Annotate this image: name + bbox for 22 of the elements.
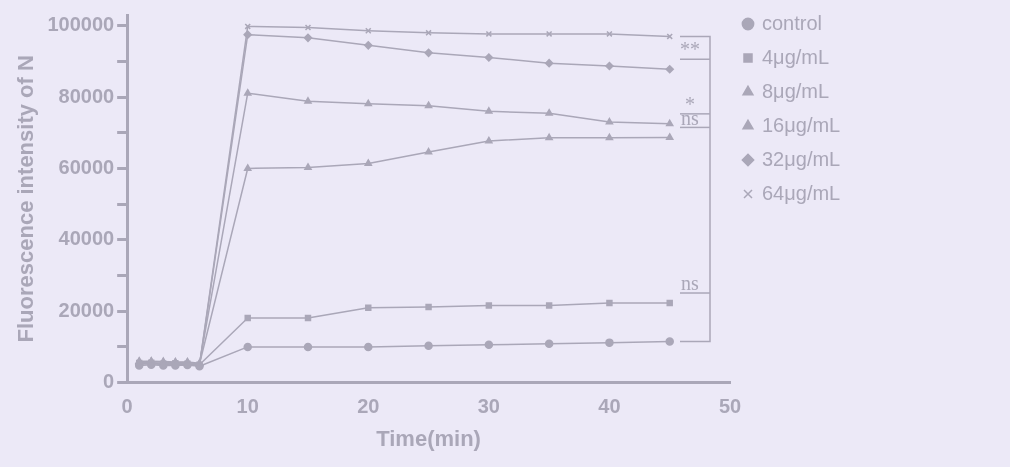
x-tick-label: 50 (718, 395, 742, 418)
x-tick-label: 0 (121, 395, 133, 418)
x-axis-title: Time(min) (376, 425, 481, 451)
y-tick-label: 20000 (58, 298, 115, 321)
legend-label: control (762, 11, 823, 34)
annotation: ns (681, 272, 700, 295)
y-tick-label: 40000 (58, 227, 115, 250)
x-tick-label: 20 (357, 395, 380, 418)
y-axis-title: Fluorescence intensity of N (13, 55, 39, 343)
x-tick-label: 30 (477, 395, 500, 418)
x-tick-label: 40 (598, 395, 621, 418)
legend-label: 16μg/mL (762, 113, 841, 136)
y-tick-label: 60000 (58, 155, 115, 178)
legend-label: 32μg/mL (762, 147, 841, 170)
legend-label: 64μg/mL (762, 181, 841, 204)
x-tick-label: 10 (236, 395, 259, 418)
y-tick-label: 100000 (47, 13, 115, 36)
legend-label: 8μg/mL (762, 79, 830, 102)
legend-label: 4μg/mL (762, 45, 830, 68)
annotation: ** (680, 38, 700, 61)
y-tick-label: 0 (103, 370, 115, 393)
y-tick-label: 80000 (58, 84, 115, 107)
